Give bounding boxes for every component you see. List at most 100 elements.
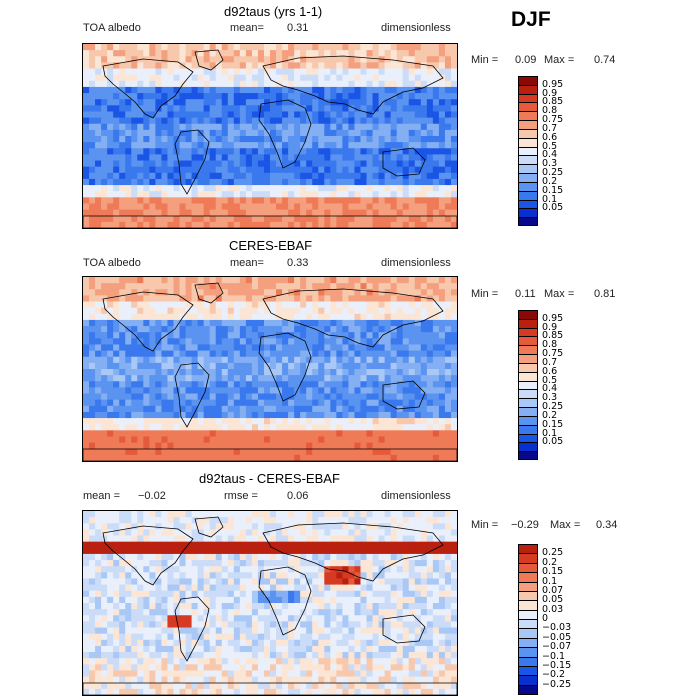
field-cell xyxy=(270,148,277,155)
field-cell xyxy=(245,185,253,192)
field-cell xyxy=(336,197,343,205)
field-cell xyxy=(432,105,440,113)
field-cell xyxy=(438,405,446,413)
field-cell xyxy=(408,511,416,518)
field-cell xyxy=(378,609,386,616)
field-cell xyxy=(336,430,343,438)
field-cell xyxy=(245,56,253,63)
field-cell xyxy=(336,338,343,346)
field-cell xyxy=(257,553,265,561)
field-cell xyxy=(233,313,241,321)
field-cell xyxy=(414,154,422,162)
field-cell xyxy=(131,547,138,555)
field-cell xyxy=(396,572,404,580)
field-cell xyxy=(185,399,193,407)
field-cell xyxy=(366,62,374,70)
field-cell xyxy=(161,615,169,622)
field-cell xyxy=(318,209,325,217)
field-cell xyxy=(324,578,331,586)
field-cell xyxy=(354,609,362,616)
field-cell xyxy=(215,523,223,530)
field-cell xyxy=(257,129,265,137)
field-cell xyxy=(300,148,307,155)
field-cell xyxy=(366,105,374,113)
field-cell xyxy=(300,295,307,303)
field-cell xyxy=(179,277,187,284)
field-cell xyxy=(185,596,193,604)
field-cell xyxy=(263,44,271,51)
field-cell xyxy=(348,424,356,431)
field-cell xyxy=(384,609,392,616)
field-cell xyxy=(396,326,404,333)
field-cell xyxy=(221,93,229,100)
field-cell xyxy=(161,362,169,370)
field-cell xyxy=(197,615,205,622)
field-cell xyxy=(336,99,343,106)
field-cell xyxy=(149,221,156,228)
field-cell xyxy=(276,399,283,407)
field-cell xyxy=(155,560,163,567)
field-cell xyxy=(312,301,319,309)
field-cell xyxy=(306,111,313,119)
field-cell xyxy=(203,338,211,346)
field-cell xyxy=(366,136,374,143)
field-cell xyxy=(167,332,175,339)
field-cell xyxy=(420,560,428,567)
field-cell xyxy=(438,596,446,604)
field-cell xyxy=(282,442,289,450)
field-cell xyxy=(444,418,452,425)
field-cell xyxy=(324,529,331,537)
field-cell xyxy=(294,86,301,94)
field-cell xyxy=(450,68,457,76)
field-cell xyxy=(354,50,362,57)
field-cell xyxy=(119,277,126,284)
field-cell xyxy=(101,326,108,333)
field-cell xyxy=(426,560,434,567)
field-cell xyxy=(263,289,271,296)
field-cell xyxy=(384,442,392,450)
colorbar-tick-label: 0.75 xyxy=(542,114,564,126)
field-cell xyxy=(191,172,199,180)
field-cell xyxy=(167,344,175,352)
field-cell xyxy=(125,142,132,149)
field-cell xyxy=(191,215,199,223)
field-cell xyxy=(209,80,217,88)
field-cell xyxy=(378,62,386,70)
field-cell xyxy=(125,578,132,586)
field-cell xyxy=(276,541,283,549)
field-cell xyxy=(366,621,374,629)
field-cell xyxy=(131,313,138,321)
field-cell xyxy=(420,430,428,438)
field-cell xyxy=(276,123,283,131)
field-cell xyxy=(294,369,301,376)
field-cell xyxy=(83,442,90,450)
field-cell xyxy=(227,560,235,567)
field-cell xyxy=(113,191,120,198)
field-cell xyxy=(107,424,114,431)
field-cell xyxy=(396,178,404,186)
field-cell xyxy=(179,148,187,155)
field-cell xyxy=(215,117,223,125)
field-cell xyxy=(83,283,90,290)
field-cell xyxy=(288,307,295,315)
field-cell xyxy=(300,517,307,524)
field-cell xyxy=(432,344,440,352)
field-cell xyxy=(312,332,319,339)
field-cell xyxy=(276,448,283,456)
field-cell xyxy=(318,578,325,586)
field-cell xyxy=(89,553,96,561)
field-cell xyxy=(95,80,102,88)
field-cell xyxy=(384,307,392,315)
field-cell xyxy=(197,523,205,530)
field-cell xyxy=(396,56,404,63)
panel1-variable-label: TOA albedo xyxy=(83,22,141,34)
field-cell xyxy=(107,142,114,149)
field-cell xyxy=(227,313,235,321)
field-cell xyxy=(155,142,163,149)
field-cell xyxy=(336,221,343,228)
field-cell xyxy=(432,111,440,119)
field-cell xyxy=(251,105,259,113)
field-cell xyxy=(408,387,416,395)
field-cell xyxy=(227,399,235,407)
field-cell xyxy=(209,154,217,162)
